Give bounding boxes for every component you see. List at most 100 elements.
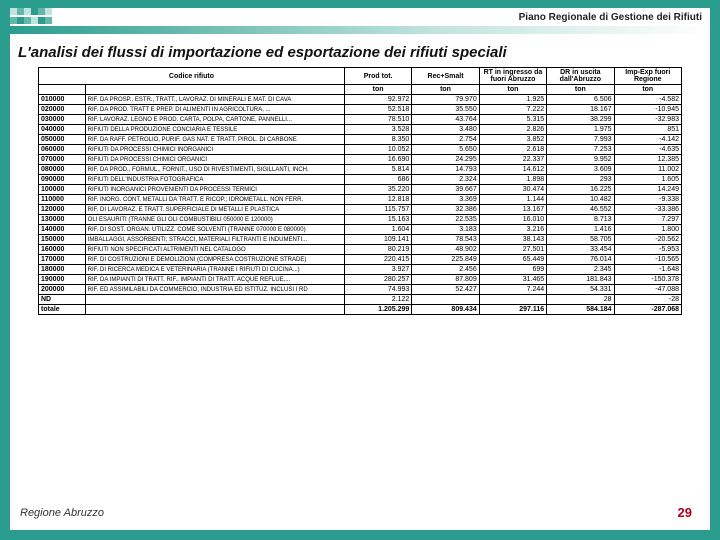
table-row: 050000RIF. DA RAFF. PETROLIO, PURIF. GAS…: [39, 135, 682, 145]
cell: 65.449: [479, 255, 546, 265]
cell: 1.800: [614, 225, 681, 235]
cell: 15.163: [344, 215, 411, 225]
cell: 31.465: [479, 275, 546, 285]
cell: IMBALLAGGI, ASSORBENTI; STRACCI, MATERIA…: [85, 235, 344, 245]
cell: 48.902: [412, 245, 479, 255]
cell: -10.565: [614, 255, 681, 265]
table-row: 160000RIFIUTI NON SPECIFICATI ALTRIMENTI…: [39, 245, 682, 255]
cell: 040000: [39, 125, 86, 135]
cell: 070000: [39, 155, 86, 165]
cell: RIF. INORG. CONT. METALLI DA TRATT. E RI…: [85, 195, 344, 205]
cell: 7.297: [614, 215, 681, 225]
cell: RIFIUTI NON SPECIFICATI ALTRIMENTI NEL C…: [85, 245, 344, 255]
cell: RIFIUTI DA PROCESSI CHIMICI ORGANICI: [85, 155, 344, 165]
cell: 1.925: [479, 95, 546, 105]
cell: 7.222: [479, 105, 546, 115]
cell: 30.474: [479, 185, 546, 195]
cell: 2.618: [479, 145, 546, 155]
table-row: 150000IMBALLAGGI, ASSORBENTI; STRACCI, M…: [39, 235, 682, 245]
cell: 3.927: [344, 265, 411, 275]
cell: 9.952: [547, 155, 614, 165]
cell: 010000: [39, 95, 86, 105]
cell: -4.142: [614, 135, 681, 145]
cell: -1.648: [614, 265, 681, 275]
cell: 225.849: [412, 255, 479, 265]
cell: 22.535: [412, 215, 479, 225]
cell: [85, 295, 344, 305]
slide-content: Piano Regionale di Gestione dei Rifiuti …: [10, 8, 710, 530]
cell: 14.249: [614, 185, 681, 195]
cell: -20.562: [614, 235, 681, 245]
cell: 11.002: [614, 165, 681, 175]
slide-page: Piano Regionale di Gestione dei Rifiuti …: [0, 0, 720, 540]
cell: ND: [39, 295, 86, 305]
unit-row: ton ton ton ton ton: [39, 85, 682, 95]
table-row: 060000RIFIUTI DA PROCESSI CHIMICI INORGA…: [39, 145, 682, 155]
table-row: 140000RIF. DI SOST. ORGAN. UTILIZZ. COME…: [39, 225, 682, 235]
cell: OLI ESAURITI (TRANNE GLI OLI COMBUSTIBIL…: [85, 215, 344, 225]
cell: 52.518: [344, 105, 411, 115]
cell: 200000: [39, 285, 86, 295]
cell: 3.528: [344, 125, 411, 135]
cell: 3.480: [412, 125, 479, 135]
cell: RIF. DA PROSP., ESTR., TRATT., LAVORAZ. …: [85, 95, 344, 105]
cell: 280.257: [344, 275, 411, 285]
cell: RIF. DA PROD. TRATT E PREP. DI ALIMENTI …: [85, 105, 344, 115]
cell: 78.543: [412, 235, 479, 245]
th-drout: DR in uscita dall'Abruzzo: [547, 68, 614, 85]
cell: 190000: [39, 275, 86, 285]
cell: totale: [39, 305, 86, 315]
cell: 10.482: [547, 195, 614, 205]
cell: 14.612: [479, 165, 546, 175]
cell: 2.345: [547, 265, 614, 275]
cell: 115.757: [344, 205, 411, 215]
cell: 18.167: [547, 105, 614, 115]
cell: RIF. DI RICERCA MEDICA E VETERINARIA (TR…: [85, 265, 344, 275]
cell: 109.141: [344, 235, 411, 245]
cell: 140000: [39, 225, 86, 235]
cell: RIFIUTI INORGANICI PROVENIENTI DA PROCES…: [85, 185, 344, 195]
cell: 28: [547, 295, 614, 305]
cell: RIF. LAVORAZ. LEGNO E PROD. CARTA, POLPA…: [85, 115, 344, 125]
table-body: 010000RIF. DA PROSP., ESTR., TRATT., LAV…: [39, 95, 682, 315]
cell: 297.116: [479, 305, 546, 315]
cell: 110000: [39, 195, 86, 205]
cell: 293: [547, 175, 614, 185]
table-container: Codice rifiuto Prod tot. Rec+Smalt RT in…: [10, 67, 710, 315]
table-row: 180000RIF. DI RICERCA MEDICA E VETERINAR…: [39, 265, 682, 275]
cell: 10.052: [344, 145, 411, 155]
table-row: 120000RIF. DI LAVORAZ. E TRATT. SUPERFIC…: [39, 205, 682, 215]
cell: 1.416: [547, 225, 614, 235]
cell: -10.945: [614, 105, 681, 115]
cell: 16.690: [344, 155, 411, 165]
cell: 3.852: [479, 135, 546, 145]
cell: 2.754: [412, 135, 479, 145]
cell: 74.993: [344, 285, 411, 295]
cell: -4.582: [614, 95, 681, 105]
table-row: 010000RIF. DA PROSP., ESTR., TRATT., LAV…: [39, 95, 682, 105]
cell: 160000: [39, 245, 86, 255]
cell: RIF. DA RAFF. PETROLIO, PURIF. GAS NAT. …: [85, 135, 344, 145]
cell: [479, 295, 546, 305]
page-number: 29: [678, 505, 692, 520]
cell: -5.953: [614, 245, 681, 255]
cell: -33.386: [614, 205, 681, 215]
th-rtin: RT in ingresso da fuori Abruzzo: [479, 68, 546, 85]
cell: 030000: [39, 115, 86, 125]
cell: 16.010: [479, 215, 546, 225]
th-codice: Codice rifiuto: [39, 68, 345, 85]
cell: 80.219: [344, 245, 411, 255]
cell: RIFIUTI DA PROCESSI CHIMICI INORGANICI: [85, 145, 344, 155]
cell: RIF. ED ASSIMILABILI DA COMMERCIO, INDUS…: [85, 285, 344, 295]
cell: 6.506: [547, 95, 614, 105]
cell: 060000: [39, 145, 86, 155]
cell: 52.427: [412, 285, 479, 295]
cell: 1.605: [614, 175, 681, 185]
cell: -47.088: [614, 285, 681, 295]
cell: 100000: [39, 185, 86, 195]
cell: 38.143: [479, 235, 546, 245]
cell: 5.814: [344, 165, 411, 175]
cell: -150.378: [614, 275, 681, 285]
cell: 220.415: [344, 255, 411, 265]
table-row: 020000RIF. DA PROD. TRATT E PREP. DI ALI…: [39, 105, 682, 115]
